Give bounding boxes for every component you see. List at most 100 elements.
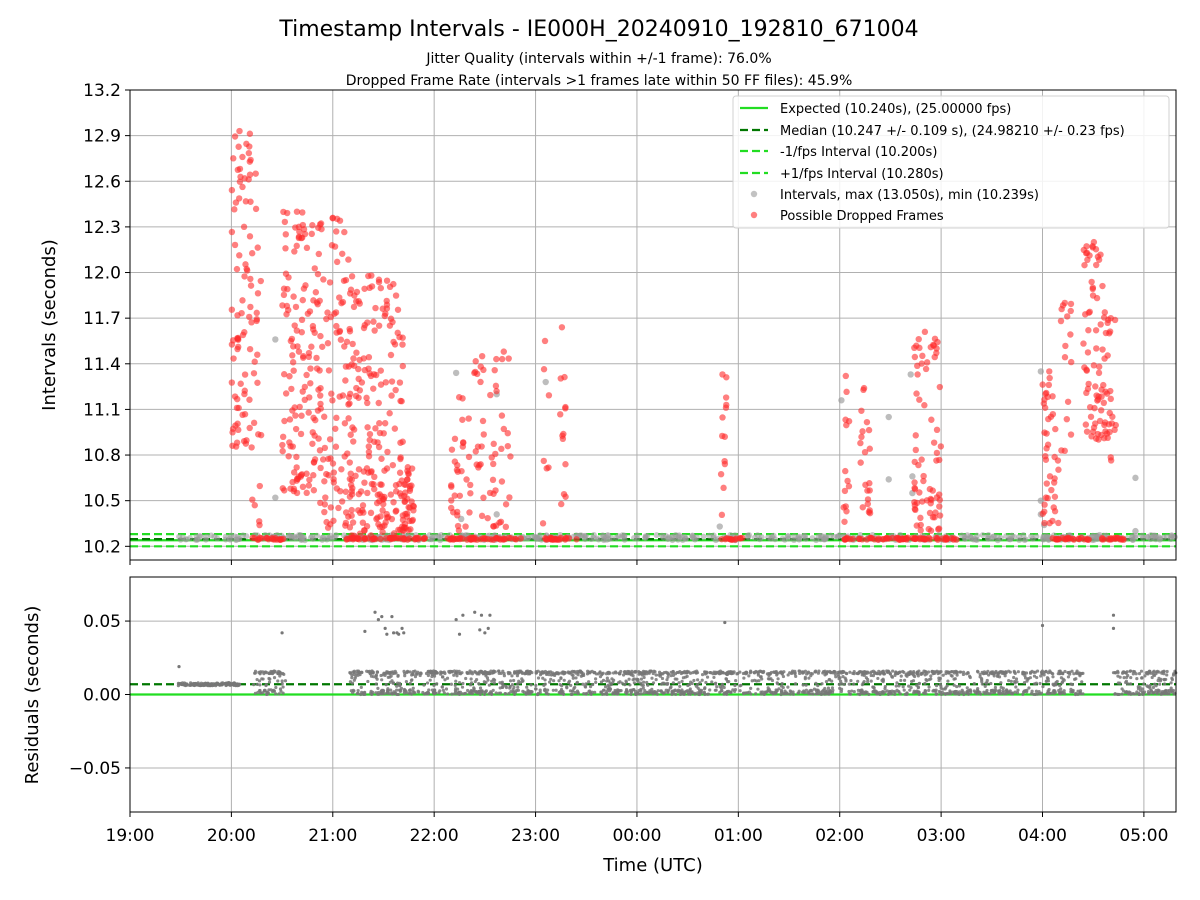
residual-point — [224, 682, 229, 686]
chart-title: Timestamp Intervals - IE000H_20240910_19… — [278, 17, 918, 42]
dropped-frame-point — [235, 426, 242, 434]
dropped-frame-point — [303, 470, 310, 477]
dropped-frame-point — [364, 399, 371, 407]
dropped-frame-point — [394, 306, 402, 313]
residual-point — [860, 683, 864, 687]
dropped-frame-point — [467, 481, 474, 489]
residual-point — [478, 628, 482, 632]
interval-point — [784, 533, 791, 540]
residual-point — [893, 690, 897, 694]
residual-point — [633, 692, 637, 696]
residual-point — [483, 690, 488, 694]
dropped-frame-point — [842, 416, 849, 423]
residual-point — [676, 690, 680, 694]
dropped-frame-point — [324, 309, 331, 316]
dropped-frame-point — [246, 130, 254, 137]
residual-point — [685, 674, 689, 679]
dropped-frame-point — [918, 360, 925, 367]
dropped-frame-point — [573, 536, 580, 543]
residual-point — [780, 690, 784, 694]
residual-point — [816, 684, 820, 688]
residual-point — [1060, 681, 1064, 685]
dropped-frame-point — [361, 479, 368, 486]
intervals-y-tick-label: 10.5 — [83, 492, 121, 512]
dropped-frame-point — [930, 439, 938, 446]
residual-point — [641, 686, 645, 690]
dropped-frame-point — [297, 430, 305, 438]
residual-point — [1133, 692, 1138, 696]
dropped-frame-point — [293, 453, 300, 461]
dropped-frame-point — [321, 444, 329, 452]
dropped-frame-point — [560, 490, 568, 498]
residual-point — [902, 678, 907, 682]
dropped-frame-point — [1041, 396, 1048, 403]
residual-point — [470, 691, 475, 696]
dropped-frame-point — [350, 426, 358, 433]
residual-point — [260, 677, 264, 681]
residual-point — [720, 684, 725, 688]
dropped-frame-point — [355, 365, 362, 373]
residual-point — [821, 671, 825, 675]
residual-point — [655, 692, 659, 696]
residual-point — [961, 670, 966, 674]
dropped-frame-point — [242, 198, 250, 205]
dropped-frame-point — [383, 514, 391, 521]
residual-point — [772, 690, 776, 695]
dropped-frame-point — [348, 512, 355, 519]
x-tick-label: 23:00 — [511, 826, 560, 846]
residual-point — [1137, 692, 1141, 697]
residual-point — [507, 672, 511, 676]
dropped-frame-point — [336, 217, 344, 224]
interval-point — [590, 534, 597, 541]
residual-point — [615, 688, 620, 692]
residual-point — [693, 670, 697, 674]
dropped-frame-point — [247, 156, 254, 164]
dropped-frame-point — [1099, 282, 1106, 290]
dropped-frame-point — [292, 303, 300, 311]
dropped-frame-point — [565, 535, 573, 542]
dropped-frame-point — [387, 491, 395, 498]
dropped-frame-point — [371, 473, 378, 481]
residual-point — [562, 678, 566, 682]
residual-point — [645, 690, 649, 695]
residual-point — [473, 610, 477, 614]
residual-point — [754, 669, 758, 674]
residual-point — [1147, 685, 1151, 689]
residual-point — [369, 674, 374, 678]
dropped-frame-point — [911, 501, 919, 509]
residual-point — [276, 671, 280, 675]
dropped-frame-point — [559, 435, 567, 443]
intervals-y-tick-label: 10.2 — [83, 537, 121, 557]
dropped-frame-point — [293, 208, 301, 215]
residual-point — [441, 688, 445, 692]
dropped-frame-point — [337, 336, 345, 343]
residual-point — [767, 677, 772, 681]
residual-point — [786, 685, 790, 689]
residual-point — [937, 678, 941, 683]
residual-point — [1157, 676, 1161, 680]
dropped-frame-point — [1051, 493, 1059, 500]
dropped-frame-point — [377, 367, 384, 374]
dropped-frame-point — [491, 366, 498, 374]
residual-point — [605, 689, 609, 693]
dropped-frame-point — [1089, 428, 1097, 435]
residual-point — [214, 681, 219, 685]
residual-point — [383, 626, 387, 631]
interval-point — [681, 533, 688, 540]
dropped-frame-point — [399, 362, 407, 370]
residual-point — [472, 689, 476, 693]
dropped-frame-point — [1090, 362, 1098, 369]
dropped-frame-point — [1098, 393, 1105, 400]
dropped-frame-point — [1067, 331, 1074, 338]
residuals-y-ticks: −0.050.000.05 — [69, 612, 130, 779]
dropped-frame-point — [250, 419, 258, 427]
interval-point — [581, 534, 588, 541]
dropped-frame-point — [1089, 292, 1097, 299]
dropped-frame-point — [377, 284, 385, 292]
interval-point — [712, 537, 719, 544]
residual-point — [891, 669, 895, 673]
residual-point — [281, 671, 285, 676]
interval-point — [542, 378, 549, 386]
residual-point — [507, 691, 511, 696]
dropped-frame-point — [936, 512, 944, 519]
